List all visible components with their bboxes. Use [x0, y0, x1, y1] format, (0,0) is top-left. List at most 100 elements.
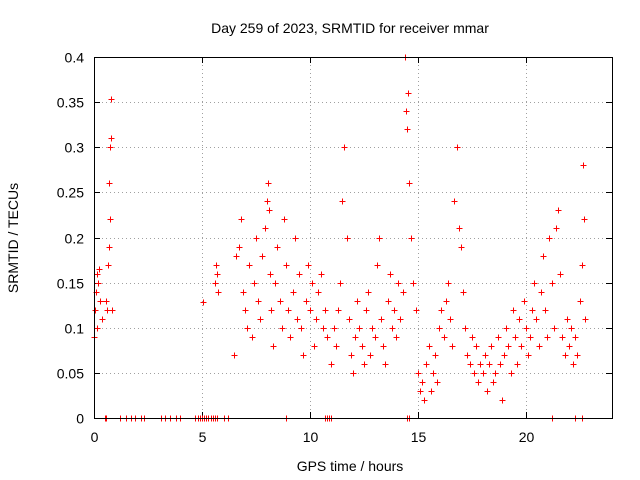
- data-point: [385, 298, 392, 305]
- data-point: [423, 361, 430, 368]
- data-point: [95, 280, 102, 287]
- y-tick-label: 0.2: [65, 231, 85, 247]
- data-point: [266, 207, 273, 214]
- data-point: [549, 280, 556, 287]
- data-point: [410, 280, 417, 287]
- data-point: [106, 180, 113, 187]
- data-point: [408, 235, 415, 242]
- data-point: [294, 316, 301, 323]
- data-point: [246, 262, 253, 269]
- data-point: [421, 397, 428, 404]
- x-tick-labels: 0 5 10 15 20: [91, 429, 535, 445]
- data-point: [544, 334, 551, 341]
- data-point: [417, 388, 424, 395]
- data-point: [428, 388, 435, 395]
- data-point: [363, 307, 370, 314]
- data-point: [292, 235, 299, 242]
- data-point: [518, 343, 525, 350]
- data-point: [538, 289, 545, 296]
- data-point: [447, 316, 454, 323]
- data-point: [486, 361, 493, 368]
- data-point: [404, 126, 411, 133]
- data-point: [505, 343, 512, 350]
- data-point: [400, 289, 407, 296]
- data-point: [460, 289, 467, 296]
- data-point: [406, 180, 413, 187]
- y-tick-label: 0.4: [65, 50, 85, 66]
- data-point: [213, 262, 220, 269]
- data-point: [475, 379, 482, 386]
- data-point: [320, 325, 327, 332]
- data-point: [298, 325, 305, 332]
- data-point: [367, 352, 374, 359]
- data-point: [403, 108, 410, 115]
- data-point: [516, 316, 523, 323]
- data-point: [346, 316, 353, 323]
- y-axis-label: SRMTID / TECUs: [5, 183, 21, 293]
- data-point: [480, 370, 487, 377]
- data-point: [212, 280, 219, 287]
- data-point: [393, 334, 400, 341]
- data-point: [356, 325, 363, 332]
- data-point: [473, 343, 480, 350]
- data-point: [296, 271, 303, 278]
- data-point: [242, 307, 249, 314]
- data-point: [259, 253, 266, 260]
- data-point: [574, 352, 581, 359]
- data-point: [508, 370, 515, 377]
- data-point: [305, 262, 312, 269]
- data-point: [564, 316, 571, 323]
- y-tick-label: 0.25: [57, 185, 84, 201]
- data-point: [458, 244, 465, 251]
- data-point: [365, 289, 372, 296]
- data-point: [566, 343, 573, 350]
- y-tick-label: 0.1: [65, 321, 85, 337]
- data-point: [451, 198, 458, 205]
- data-point: [555, 207, 562, 214]
- data-point: [434, 379, 441, 386]
- data-point: [482, 352, 489, 359]
- data-point: [443, 298, 450, 305]
- data-point: [350, 370, 357, 377]
- data-point: [536, 343, 543, 350]
- data-point: [240, 289, 247, 296]
- data-point: [495, 334, 502, 341]
- data-point: [415, 370, 422, 377]
- grid: [94, 57, 612, 418]
- data-point: [322, 307, 329, 314]
- data-point: [449, 343, 456, 350]
- chart-title: Day 259 of 2023, SRMTID for receiver mma…: [211, 20, 489, 36]
- data-point: [580, 162, 587, 169]
- data-point: [531, 280, 538, 287]
- data-point: [382, 361, 389, 368]
- data-point: [279, 325, 286, 332]
- data-point: [426, 343, 433, 350]
- data-point: [236, 244, 243, 251]
- data-point: [499, 397, 506, 404]
- data-point: [307, 307, 314, 314]
- data-point: [231, 352, 238, 359]
- data-point: [352, 334, 359, 341]
- data-point: [376, 235, 383, 242]
- data-point: [389, 325, 396, 332]
- data-point: [430, 370, 437, 377]
- data-point: [514, 361, 521, 368]
- data-point: [253, 235, 260, 242]
- data-point: [413, 307, 420, 314]
- data-point: [467, 361, 474, 368]
- data-point: [471, 370, 478, 377]
- data-point: [464, 352, 471, 359]
- data-point: [582, 316, 589, 323]
- data-point: [348, 352, 355, 359]
- data-point: [512, 334, 519, 341]
- data-point: [331, 325, 338, 332]
- data-point: [94, 325, 101, 332]
- data-point: [315, 289, 322, 296]
- data-point: [577, 298, 584, 305]
- data-point: [290, 289, 297, 296]
- data-point: [270, 343, 277, 350]
- data-point: [562, 352, 569, 359]
- data-point: [251, 280, 258, 287]
- x-tick-label: 15: [411, 429, 427, 445]
